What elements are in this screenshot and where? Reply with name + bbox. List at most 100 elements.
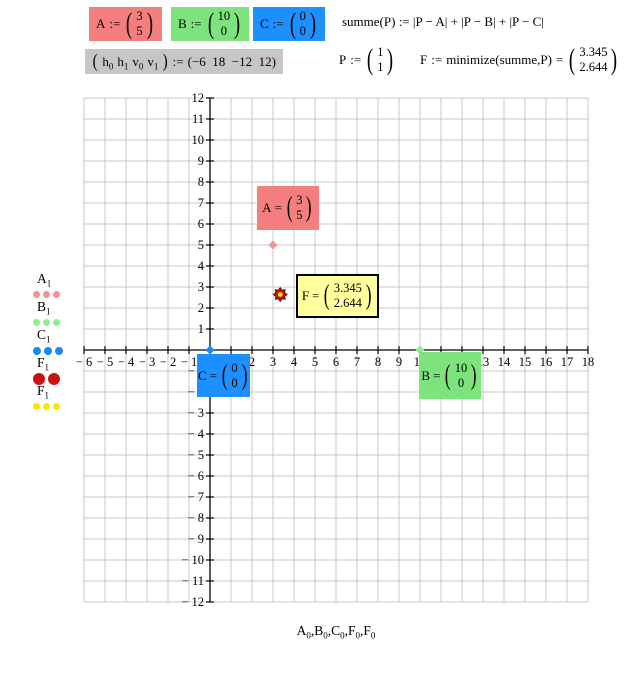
svg-text:7: 7: [354, 355, 360, 369]
svg-text:5: 5: [198, 238, 204, 252]
svg-text:2: 2: [249, 355, 255, 369]
assign-operator: :=: [431, 52, 443, 67]
legend-dot: [43, 319, 50, 326]
assign-operator: :=: [109, 16, 121, 31]
equals-operator: =: [555, 52, 564, 67]
svg-text:9: 9: [198, 154, 204, 168]
assign-operator: :=: [190, 16, 202, 31]
svg-text:− 6: − 6: [76, 355, 92, 369]
svg-text:− 10: − 10: [181, 553, 204, 567]
svg-text:− 3: − 3: [188, 406, 204, 420]
matrix-F-result: (3.345 2.644): [567, 45, 619, 75]
window-var-v0: v0: [132, 53, 144, 72]
svg-text:− 5: − 5: [97, 355, 113, 369]
region-def-plot-window[interactable]: ( h0 h1 v0 v1 ) := (−6 18 −12 12): [85, 49, 283, 74]
svg-text:− 3: − 3: [139, 355, 155, 369]
matrix-A: (3 5): [124, 9, 154, 39]
matrix-B-value: (10 0): [443, 361, 478, 391]
right-paren: ): [162, 51, 169, 72]
series-points-F1: [277, 292, 283, 297]
right-paren: ): [387, 43, 394, 76]
legend-dot: [53, 291, 60, 298]
svg-text:8: 8: [198, 175, 204, 189]
legend-dot: [44, 346, 52, 355]
region-def-C[interactable]: C := (0 0): [253, 7, 325, 41]
plot-x-expression-label: A0,B0,C0,F0,F0: [296, 623, 376, 641]
assign-operator: :=: [350, 52, 362, 67]
matrix-P: (1 1): [365, 45, 395, 75]
window-var-v1: v1: [147, 53, 159, 72]
region-def-A[interactable]: A := (3 5): [89, 7, 162, 41]
legend-dot: [33, 291, 40, 298]
legend-trace-label: C1: [37, 327, 51, 345]
legend-dot: [33, 372, 45, 385]
region-def-summe[interactable]: summe(P) := |P − A| + |P − B| + |P − C|: [342, 14, 544, 30]
right-paren: ): [241, 359, 248, 391]
svg-text:− 4: − 4: [188, 427, 205, 441]
svg-text:5: 5: [312, 355, 318, 369]
svg-text:4: 4: [198, 259, 205, 273]
legend-dot: [43, 291, 50, 298]
legend-item-F1: F1: [33, 384, 63, 412]
plot-label-F[interactable]: F = (3.345 2.644): [296, 274, 379, 318]
var-name: C: [198, 367, 207, 383]
equals-operator: =: [312, 288, 320, 303]
svg-text:6: 6: [198, 217, 204, 231]
svg-text:− 1: − 1: [181, 355, 197, 369]
legend-trace-sample: [33, 316, 63, 329]
right-paren: ): [611, 43, 618, 76]
var-name: F: [420, 52, 428, 67]
legend-dot: [43, 403, 50, 410]
minimize-expression: minimize(summe,P): [446, 52, 552, 67]
matrix-C: (0 0): [288, 9, 318, 39]
legend-item-C1: C1: [33, 328, 63, 356]
var-name: C: [260, 16, 269, 31]
left-paren: (: [289, 7, 296, 40]
svg-text:4: 4: [291, 355, 298, 369]
svg-text:− 6: − 6: [188, 469, 204, 483]
left-paren: (: [445, 359, 451, 391]
region-def-B[interactable]: B := (10 0): [171, 7, 250, 41]
series-points-A1: [268, 240, 278, 250]
legend-trace-label: B1: [37, 299, 51, 317]
legend-trace-label: F1: [37, 355, 50, 373]
matrix-values: 10 0: [217, 9, 231, 38]
legend-item-A1: A1: [33, 272, 63, 300]
window-var-h0: h0: [102, 53, 114, 72]
left-paren: (: [367, 43, 374, 76]
assign-operator: :=: [272, 16, 284, 31]
plot-label-C[interactable]: C = (0 0): [197, 354, 250, 397]
plot-label-A[interactable]: A = (3 5): [257, 186, 319, 230]
legend-trace-label: F1: [37, 383, 50, 401]
plot-label-B[interactable]: B = (10 0): [419, 352, 481, 399]
svg-text:− 5: − 5: [188, 448, 204, 462]
svg-text:3: 3: [270, 355, 276, 369]
legend-dot: [55, 346, 63, 355]
var-name: B: [178, 16, 187, 31]
summe-expression: summe(P) := |P − A| + |P − B| + |P − C|: [342, 14, 544, 29]
legend-dot: [33, 403, 40, 410]
svg-text:2: 2: [198, 301, 204, 315]
legend-trace-sample: [33, 288, 63, 301]
right-paren: ): [306, 192, 313, 223]
svg-text:− 11: − 11: [182, 574, 204, 588]
legend-trace-sample: [33, 372, 63, 385]
svg-text:17: 17: [561, 355, 574, 369]
var-name: B: [421, 367, 431, 383]
equals-operator: =: [433, 367, 441, 383]
plot-y-trace-legend: A1 B1 C1 F1 F1: [33, 272, 63, 412]
region-def-P[interactable]: P := (1 1): [339, 45, 395, 75]
left-paren: (: [126, 7, 133, 40]
assign-operator: :=: [172, 53, 184, 69]
legend-trace-sample: [33, 400, 63, 413]
region-def-F[interactable]: F := minimize(summe,P) = (3.345 2.644): [420, 45, 619, 75]
svg-text:18: 18: [582, 355, 595, 369]
var-name: F: [301, 288, 310, 303]
left-paren: (: [286, 192, 293, 223]
matrix-values: 10 0: [454, 360, 468, 390]
